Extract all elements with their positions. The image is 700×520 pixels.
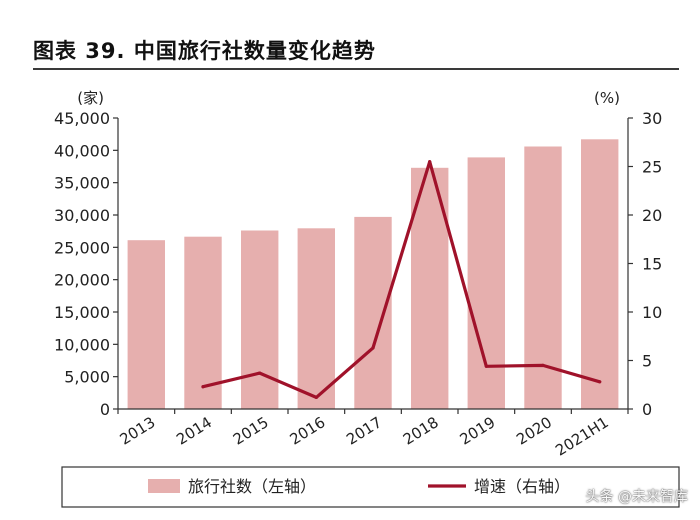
right-tick-label: 20: [642, 206, 662, 225]
line-point: [371, 346, 375, 350]
bar: [354, 216, 392, 409]
line-point: [484, 364, 488, 368]
left-tick-label: 40,000: [54, 141, 110, 160]
line-point: [428, 160, 432, 164]
x-tick-label: 2013: [117, 413, 159, 449]
left-tick-label: 25,000: [54, 238, 110, 257]
legend-label-line: 增速（右轴）: [474, 477, 570, 496]
bar-series: [127, 139, 619, 410]
left-tick-label: 10,000: [54, 335, 110, 354]
legend: 旅行社数（左轴） 增速（右轴）: [61, 466, 680, 508]
x-tick-label: 2017: [343, 413, 385, 449]
left-tick-label: 30,000: [54, 206, 110, 225]
x-tick-label: 2019: [457, 413, 499, 449]
line-point: [314, 395, 318, 399]
bar: [241, 230, 279, 409]
legend-label-bar: 旅行社数（左轴）: [188, 477, 316, 496]
x-tick-label: 2016: [287, 413, 329, 449]
line-point: [201, 385, 205, 389]
bar: [127, 240, 165, 409]
left-tick-label: 35,000: [54, 174, 110, 193]
legend-swatch-bar: [148, 479, 180, 493]
right-tick-label: 15: [642, 255, 662, 274]
right-tick-label: 5: [642, 352, 652, 371]
bar: [184, 236, 222, 409]
x-tick-label: 2020: [513, 413, 555, 449]
left-axis-unit: (家): [77, 89, 104, 107]
line-point: [541, 363, 545, 367]
growth-line: [201, 160, 602, 399]
watermark: 头条 @未来智库: [585, 489, 688, 505]
x-tick-label: 2015: [230, 413, 272, 449]
x-tick-label: 2018: [400, 413, 442, 449]
bar: [467, 157, 505, 409]
axes: 0 5,000 10,000 15,000 20,000 25,000 30,000 35,0…: [54, 89, 662, 460]
chart-title: 图表 39. 中国旅行社数量变化趋势: [33, 39, 376, 63]
right-tick-label: 10: [642, 303, 662, 322]
line-series: [201, 160, 602, 399]
right-tick-label: 0: [642, 400, 652, 419]
right-tick-label: 30: [642, 109, 662, 128]
x-tick-label: 2021H1: [552, 413, 612, 460]
right-tick-label: 25: [642, 158, 662, 177]
title-rule: [33, 68, 679, 70]
bar: [297, 228, 335, 409]
left-tick-label: 20,000: [54, 271, 110, 290]
legend-box: [61, 466, 680, 508]
left-tick-label: 15,000: [54, 303, 110, 322]
right-axis-unit: (%): [594, 89, 620, 107]
line-point: [598, 380, 602, 384]
left-tick-label: 5,000: [64, 368, 110, 387]
left-tick-label: 0: [100, 400, 110, 419]
left-tick-label: 45,000: [54, 109, 110, 128]
bar: [581, 139, 619, 410]
line-point: [258, 371, 262, 375]
x-tick-label: 2014: [173, 413, 215, 449]
